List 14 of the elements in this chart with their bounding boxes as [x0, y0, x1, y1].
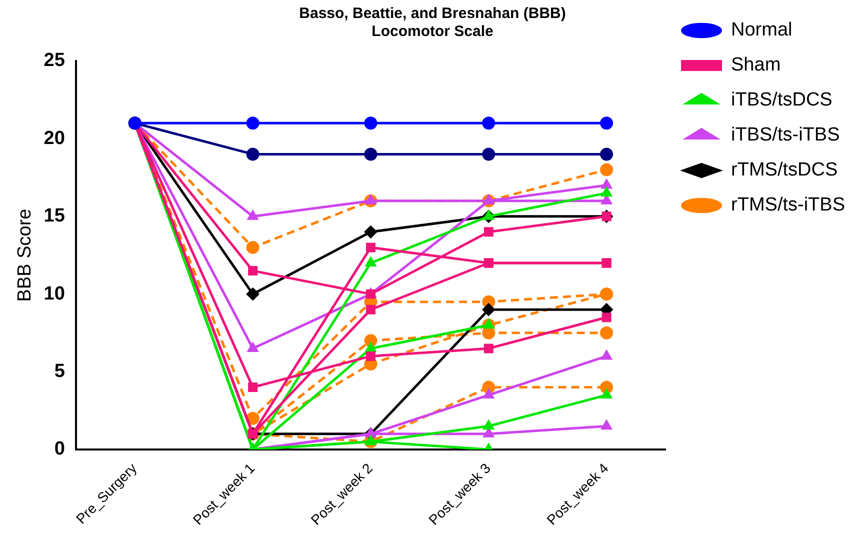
legend-label: Sham — [731, 54, 781, 76]
legend-label: iTBS/tsDCS — [731, 90, 832, 111]
y-tick-label: 10 — [44, 283, 65, 304]
y-tick-label: 5 — [54, 360, 66, 382]
legend-label: rTMS/ts-iTBS — [731, 194, 846, 216]
y-axis-title: BBB Score — [14, 208, 36, 302]
y-tick-label: 0 — [54, 438, 65, 460]
legend-label: iTBS/ts-iTBS — [731, 124, 840, 146]
legend-label: rTMS/tsDCS — [731, 160, 838, 181]
legend-label: Normal — [731, 20, 792, 41]
chart-title: Basso, Beattie, and Bresnahan (BBB) Locomotor Scale — [299, 5, 566, 40]
y-tick-label: 15 — [44, 206, 66, 227]
y-tick-label: 25 — [44, 50, 66, 72]
y-tick-label: 20 — [44, 128, 65, 149]
